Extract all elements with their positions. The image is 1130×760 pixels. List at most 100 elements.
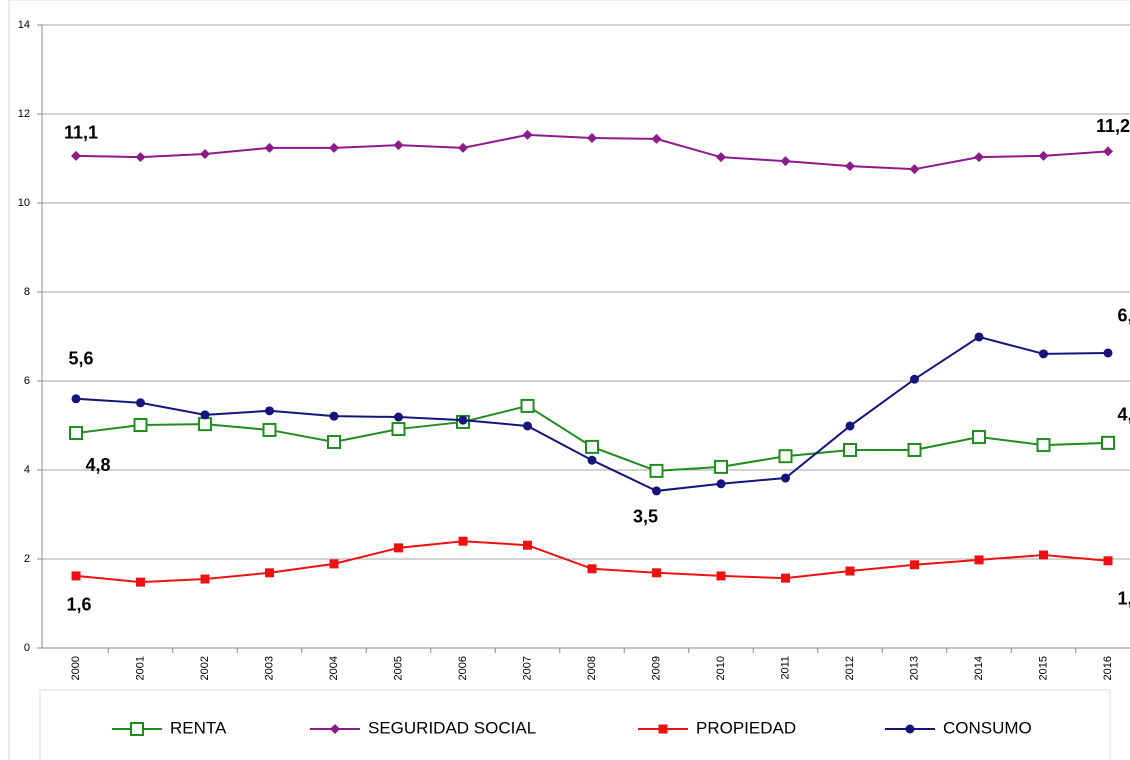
x-tick-label: 2007 (521, 656, 533, 680)
marker (1103, 556, 1113, 566)
marker (522, 129, 533, 140)
marker (458, 415, 468, 425)
x-tick-label: 2005 (392, 656, 404, 680)
marker (329, 142, 339, 153)
marker (1101, 435, 1115, 450)
marker (71, 571, 81, 581)
marker (716, 571, 726, 581)
marker (716, 479, 726, 489)
series (71, 129, 1113, 175)
x-tick-label: 2003 (263, 656, 275, 680)
data-label: 1,6 (66, 595, 91, 615)
x-tick-label: 2000 (70, 656, 82, 680)
marker (778, 449, 793, 464)
marker (843, 442, 857, 457)
marker (652, 486, 661, 496)
marker (1103, 146, 1113, 157)
marker (329, 411, 339, 421)
marker (905, 724, 915, 734)
marker (265, 568, 274, 578)
marker (845, 421, 855, 431)
x-tick-label: 2015 (1037, 656, 1049, 680)
y-tick-label: 8 (24, 286, 30, 298)
marker (658, 724, 668, 734)
legend-box (39, 689, 1111, 760)
series-line (75, 335, 1109, 492)
x-tick-label: 2006 (457, 656, 469, 680)
marker (458, 142, 468, 153)
legend-label: RENTA (170, 718, 227, 737)
y-tick-label: 10 (18, 197, 30, 209)
marker (907, 442, 922, 457)
marker (394, 543, 403, 553)
marker (391, 422, 406, 437)
chart-frame (8, 0, 1130, 760)
marker (1036, 438, 1051, 453)
marker (974, 555, 984, 565)
y-tick-label: 0 (24, 642, 30, 654)
marker (652, 568, 661, 578)
marker (69, 426, 83, 441)
y-tick-label: 4 (24, 464, 30, 476)
legend-label: SEGURIDAD SOCIAL (368, 718, 536, 737)
marker (265, 406, 274, 416)
marker (781, 573, 790, 583)
marker (974, 152, 984, 163)
marker (458, 536, 468, 546)
marker (200, 149, 210, 160)
marker (781, 473, 790, 483)
marker (136, 398, 145, 408)
legend-label: CONSUMO (943, 718, 1032, 737)
data-label: 4,6 (1117, 405, 1130, 425)
marker (264, 142, 275, 153)
data-label: 5,6 (68, 349, 93, 369)
marker (198, 417, 212, 432)
x-tick-label: 2002 (199, 656, 211, 680)
x-tick-label: 2013 (908, 656, 920, 680)
marker (262, 422, 277, 437)
marker (972, 430, 986, 445)
marker (910, 374, 919, 384)
marker (845, 161, 855, 172)
marker (135, 152, 146, 163)
marker (71, 150, 81, 161)
data-label: 3,5 (633, 507, 658, 527)
y-tick-label: 12 (18, 108, 30, 120)
series-line (75, 540, 1109, 584)
data-label: 11,2 (1096, 116, 1130, 136)
marker (200, 574, 210, 584)
marker (845, 566, 855, 576)
marker (329, 559, 339, 569)
data-label: 11,1 (64, 123, 98, 143)
data-label: 4,8 (85, 455, 110, 475)
series (71, 536, 1113, 587)
marker (520, 398, 535, 413)
marker (910, 560, 919, 570)
x-tick-label: 2008 (586, 656, 598, 680)
marker (71, 394, 81, 404)
marker (585, 439, 599, 454)
marker (974, 332, 984, 342)
marker (330, 724, 340, 734)
x-tick-label: 2014 (973, 656, 985, 680)
x-tick-label: 2011 (779, 656, 791, 680)
marker (523, 421, 532, 431)
y-tick-label: 2 (24, 553, 30, 565)
marker (716, 152, 726, 163)
x-tick-label: 2016 (1102, 656, 1114, 680)
marker (394, 412, 403, 422)
x-tick-label: 2009 (650, 656, 662, 680)
marker (136, 577, 145, 587)
series (71, 332, 1113, 496)
x-tick-label: 2004 (328, 656, 340, 680)
marker (909, 164, 920, 175)
marker (587, 564, 597, 574)
y-tick-label: 6 (24, 375, 30, 387)
x-tick-label: 2012 (844, 656, 856, 680)
marker (130, 722, 144, 736)
marker (714, 459, 728, 474)
x-tick-label: 2010 (715, 656, 727, 680)
marker (1039, 550, 1048, 560)
x-tick-label: 2001 (134, 656, 146, 680)
